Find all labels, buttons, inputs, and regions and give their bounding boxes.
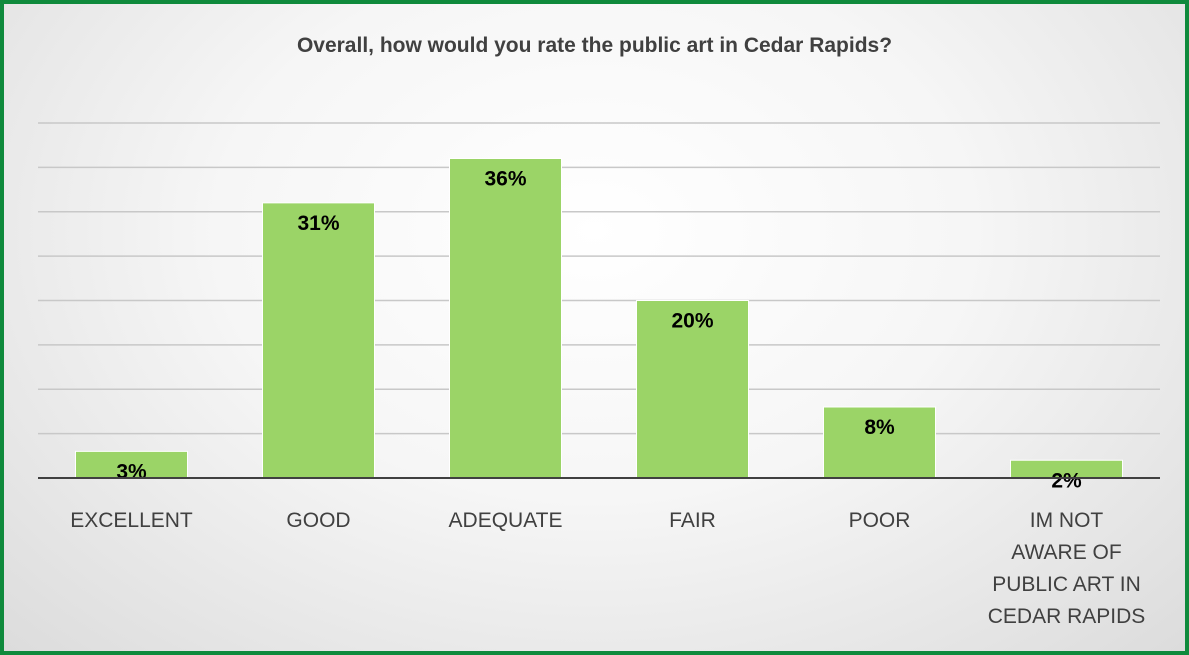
bar bbox=[75, 450, 188, 479]
bar bbox=[262, 202, 375, 479]
bar-value-label: 8% bbox=[864, 416, 895, 439]
chart-panel bbox=[4, 4, 1185, 651]
bar-value-label: 3% bbox=[116, 460, 147, 483]
category-label: GOOD bbox=[286, 509, 350, 532]
category-label: FAIR bbox=[669, 509, 716, 532]
category-label: POOR bbox=[849, 509, 911, 532]
bar-value-label: 20% bbox=[671, 310, 713, 333]
bar bbox=[449, 158, 562, 479]
category-label: ADEQUATE bbox=[449, 509, 563, 532]
bar bbox=[823, 406, 936, 479]
category-label: IM NOT AWARE OF PUBLIC ART IN CEDAR RAPIDS bbox=[988, 509, 1146, 628]
bar-value-label: 2% bbox=[1051, 469, 1082, 492]
category-label: EXCELLENT bbox=[70, 509, 193, 532]
bar-value-label: 31% bbox=[297, 212, 339, 235]
chart-title: Overall, how would you rate the public a… bbox=[296, 34, 893, 57]
bar bbox=[636, 300, 749, 479]
bar-value-label: 36% bbox=[484, 168, 526, 191]
